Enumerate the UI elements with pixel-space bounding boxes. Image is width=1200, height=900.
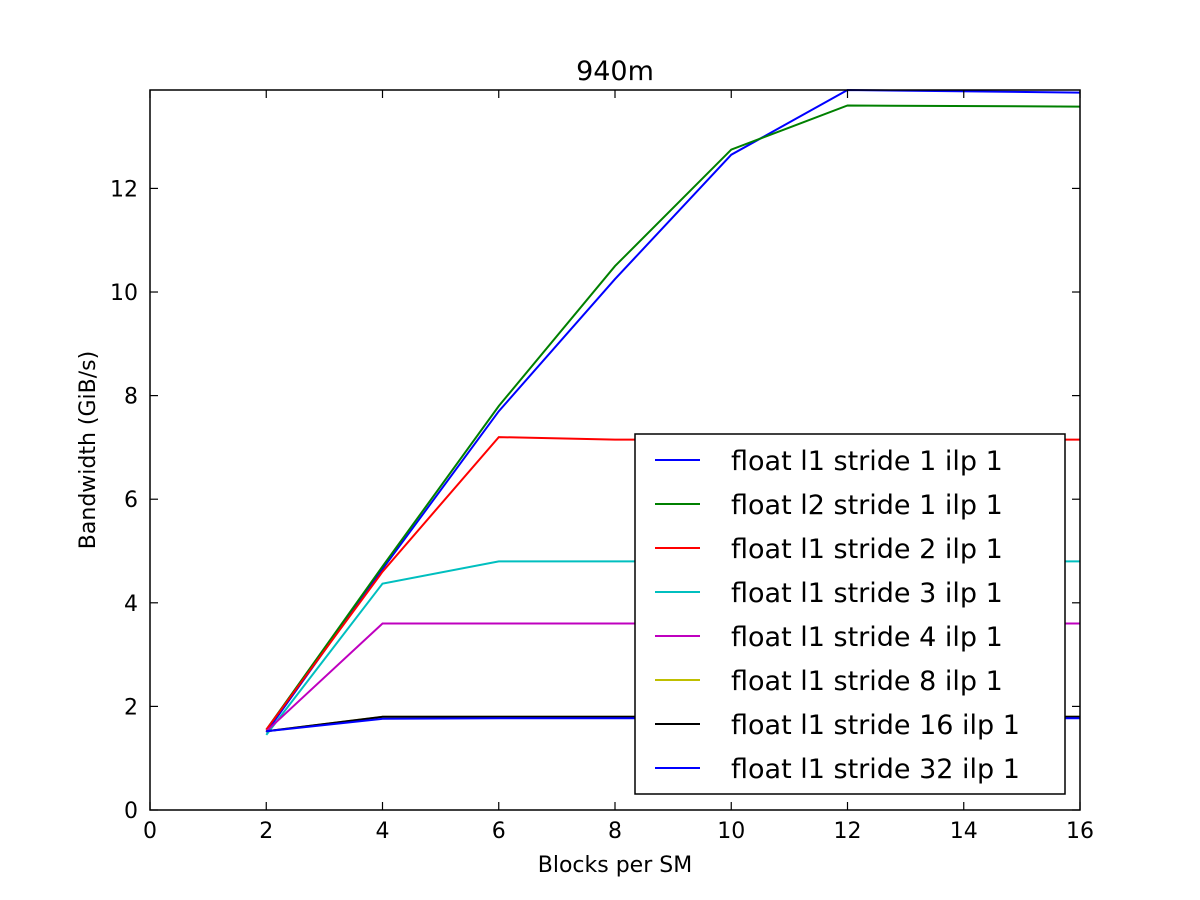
legend-label-5: float l1 stride 4 ilp 1 (731, 622, 1003, 653)
legend-label-3: float l1 stride 2 ilp 1 (731, 534, 1003, 565)
x-tick-label: 10 (717, 819, 745, 844)
x-tick-label: 14 (950, 819, 978, 844)
legend: float l1 stride 1 ilp 1 float l2 stride 1… (634, 433, 1066, 795)
x-tick-label: 4 (376, 819, 390, 844)
series-line-2 (265, 104, 1081, 731)
y-axis-label: Bandwidth (GiB/s) (76, 351, 101, 549)
y-tick-label: 10 (110, 281, 138, 306)
legend-label-7: float l1 stride 16 ilp 1 (731, 710, 1020, 741)
x-axis-label: Blocks per SM (538, 853, 692, 878)
y-tick-label: 8 (124, 385, 138, 410)
x-tick-label: 16 (1066, 819, 1094, 844)
legend-box (634, 433, 1066, 795)
legend-label-4: float l1 stride 3 ilp 1 (731, 578, 1003, 609)
legend-label-8: float l1 stride 32 ilp 1 (731, 754, 1020, 785)
x-tick-label: 2 (259, 819, 273, 844)
x-tick-label: 6 (492, 819, 506, 844)
legend-label-1: float l1 stride 1 ilp 1 (731, 446, 1003, 477)
y-tick-label: 4 (124, 592, 138, 617)
y-tick-label: 2 (124, 695, 138, 720)
legend-label-6: float l1 stride 8 ilp 1 (731, 666, 1003, 697)
legend-label-2: float l2 stride 1 ilp 1 (731, 490, 1003, 521)
chart-title: 940m (576, 56, 654, 87)
y-tick-label: 6 (124, 488, 138, 513)
y-tick-label: 0 (124, 799, 138, 824)
y-tick-label: 12 (110, 177, 138, 202)
x-tick-label: 8 (608, 819, 622, 844)
x-tick-label: 12 (834, 819, 862, 844)
ticks-layer: 0 2 4 6 8 10 12 14 16 0 2 4 6 8 10 12 (110, 90, 1094, 844)
x-tick-label: 0 (143, 819, 157, 844)
